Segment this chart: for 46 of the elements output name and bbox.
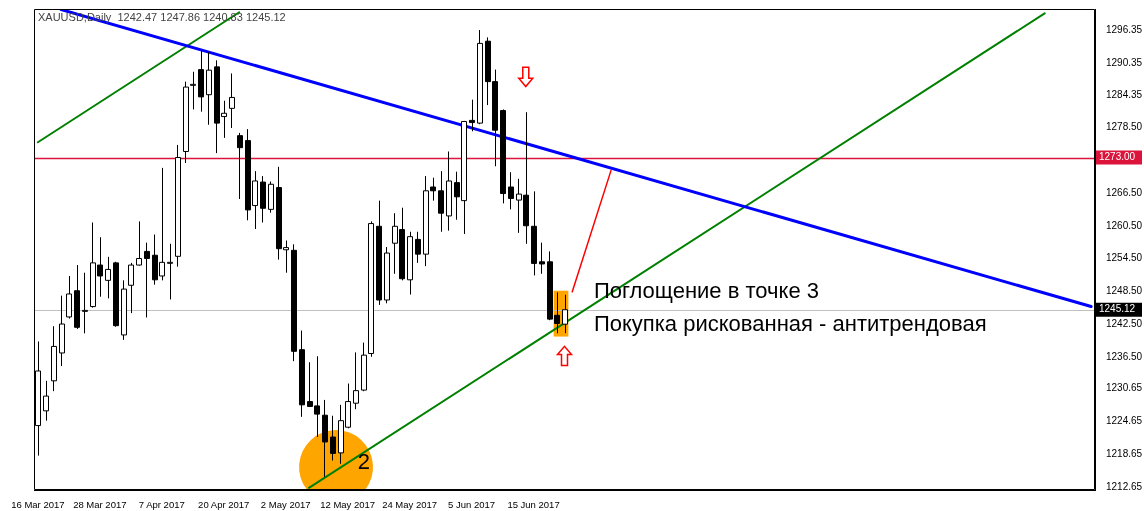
x-tick-label: 16 Mar 2017: [11, 499, 65, 511]
x-tick-label: 20 Apr 2017: [198, 499, 250, 511]
candlestick: [43, 380, 49, 422]
candlestick: [66, 275, 72, 320]
y-tick-label: 1212.65: [1106, 480, 1143, 492]
candlestick: [237, 132, 243, 200]
y-tick-label: 1224.65: [1106, 415, 1143, 427]
candlestick: [539, 242, 545, 275]
ref-line-label: 1273.00: [1099, 151, 1136, 163]
x-tick-label: 15 Jun 2017: [507, 499, 560, 511]
annotation: Покупка рискованная - антитрендовая: [593, 310, 987, 336]
y-tick-label: 1284.35: [1106, 89, 1143, 101]
x-tick-label: 24 May 2017: [382, 499, 438, 511]
candlestick: [128, 262, 134, 314]
y-tick-label: 1278.50: [1106, 121, 1143, 133]
y-tick-label: 1290.35: [1106, 56, 1143, 68]
candlestick: [144, 242, 150, 318]
candlestick: [167, 243, 173, 300]
candlestick: [190, 71, 196, 110]
y-tick-label: 1230.65: [1106, 382, 1143, 394]
candlestick: [508, 171, 514, 210]
x-tick-label: 28 Mar 2017: [73, 499, 127, 511]
y-tick-label: 1236.50: [1106, 350, 1143, 362]
y-tick-label: 1296.35: [1106, 23, 1143, 35]
candlestick: [415, 231, 421, 264]
x-tick-label: 7 Apr 2017: [138, 499, 185, 511]
y-tick-label: 1260.50: [1106, 219, 1143, 231]
candlestick: [353, 351, 359, 410]
candlestick: [136, 220, 142, 267]
candlestick: [82, 272, 88, 334]
candlestick: [105, 256, 111, 299]
y-tick-label: 1254.50: [1106, 252, 1143, 264]
candlestick: [438, 170, 444, 233]
annotation: 2: [357, 448, 370, 474]
y-tick-label: 1218.65: [1106, 447, 1143, 459]
y-tick-label: 1242.50: [1106, 317, 1143, 329]
candlestick: [330, 415, 336, 462]
candlestick: [229, 72, 235, 129]
x-tick-label: 12 May 2017: [320, 499, 376, 511]
ref-line-label: 1245.12: [1099, 303, 1136, 315]
x-tick-label: 2 May 2017: [260, 499, 311, 511]
y-tick-label: 1266.50: [1106, 186, 1143, 198]
candlestick: [469, 99, 475, 132]
candlestick: [562, 294, 568, 334]
y-tick-label: 1248.50: [1106, 285, 1143, 297]
x-tick-label: 5 Jun 2017: [448, 499, 496, 511]
